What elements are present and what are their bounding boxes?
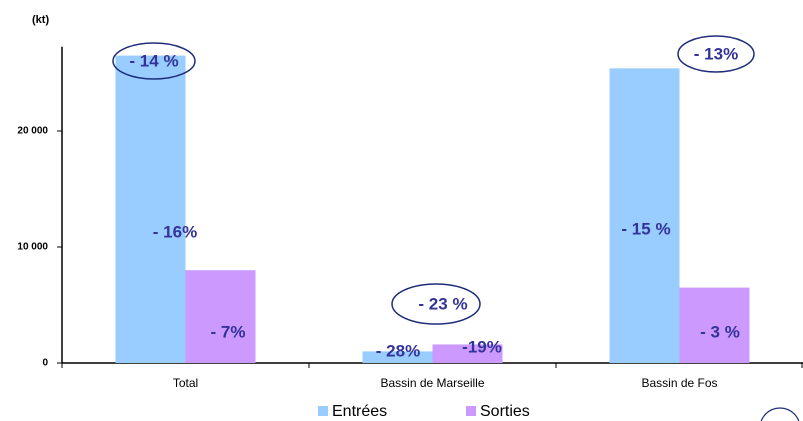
bar: [115, 55, 186, 363]
annotation: - 23 %: [418, 294, 467, 313]
annotation-circle: [112, 42, 196, 80]
x-tick-label: Bassin de Marseille: [380, 376, 484, 390]
x-tick-label: Total: [173, 376, 198, 390]
bar: [362, 351, 433, 363]
annotation-circle: [677, 35, 755, 73]
bar: [432, 344, 503, 363]
x-tick-label: Bassin de Fos: [641, 376, 717, 390]
bar: [609, 68, 680, 364]
legend-swatch: [466, 406, 476, 416]
annotation: -19%: [462, 337, 502, 356]
y-tick-label: 0: [42, 358, 48, 369]
bar: [679, 287, 750, 363]
annotation: - 14 %: [129, 51, 178, 70]
annotation: - 7%: [211, 322, 246, 341]
annotation-circle: [391, 283, 481, 325]
legend-swatch: [318, 406, 328, 416]
annotation: - 16%: [153, 222, 197, 241]
y-tick-label: 10 000: [17, 242, 48, 253]
annotation: - 15 %: [621, 219, 670, 238]
annotation: - 13%: [694, 44, 738, 63]
y-axis-label: (kt): [32, 14, 49, 26]
annotation: - 28%: [376, 341, 420, 360]
legend-label: Entrées: [332, 403, 387, 420]
legend-label: Sorties: [480, 403, 530, 420]
annotation: - 3 %: [700, 322, 740, 341]
bar: [185, 270, 256, 363]
decoration-arc: [760, 407, 800, 421]
y-tick-label: 20 000: [17, 126, 48, 137]
